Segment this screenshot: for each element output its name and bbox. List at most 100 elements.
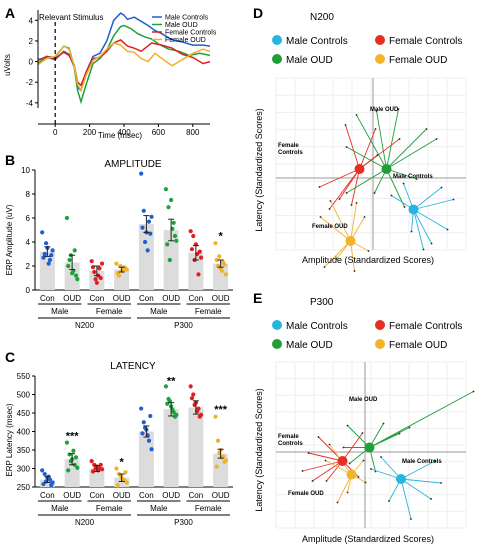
label-male-oud: Male OUD: [349, 397, 378, 403]
data-point: [64, 215, 70, 221]
data-point: [189, 247, 195, 252]
data-point: [42, 251, 47, 257]
ytick-label: 10: [21, 166, 30, 175]
spoke-line: [350, 202, 357, 242]
data-point: [148, 413, 153, 419]
label-female-controls-2: Controls: [278, 150, 303, 156]
spoke-line: [386, 138, 437, 170]
scatter-legend-marker: [375, 320, 385, 330]
spoke-point: [338, 198, 341, 200]
spoke-line: [386, 128, 427, 170]
group-label-sex: Female: [96, 504, 123, 513]
spoke-point: [346, 491, 349, 494]
panel-e-legend: Male Controls Female Controls Male OUD Fema…: [272, 320, 462, 351]
group-label-sex: Male: [150, 307, 168, 316]
panel-c-title: LATENCY: [110, 361, 156, 372]
spoke-point: [375, 110, 378, 112]
group-label-condition: OUD: [113, 294, 131, 303]
significance-marker: ***: [214, 404, 228, 416]
panel-label-b: B: [5, 152, 15, 168]
label-male-oud: Male OUD: [370, 107, 399, 113]
ytick-label: 350: [17, 446, 31, 455]
spoke-point: [373, 192, 376, 194]
panel-a-erp-waveforms: uVolts Time (msec) Relevant Stimulus 420…: [3, 10, 217, 140]
data-point: [146, 438, 152, 443]
data-point: [43, 241, 49, 246]
data-point: [73, 273, 79, 278]
panel-b-plot: 0 2 4 6 8 10 Con OUD Con OUD Con OUD Con OUD Male Femal…: [21, 166, 233, 330]
data-point: [66, 468, 71, 473]
spoke-point: [363, 216, 366, 218]
spoke-point: [397, 108, 400, 110]
data-point: [114, 466, 119, 471]
data-point: [142, 239, 148, 245]
group-label-component: N200: [75, 518, 95, 527]
panel-a-series-line: [37, 42, 211, 93]
label-female-controls-1: Female: [278, 434, 299, 440]
spoke-point: [311, 480, 314, 482]
group-label-condition: Con: [90, 294, 105, 303]
spoke-line: [329, 168, 360, 210]
spoke-point: [403, 206, 406, 208]
data-point: [114, 261, 119, 266]
bar: [188, 407, 204, 487]
panel-a-xtick-label: 200: [83, 128, 97, 137]
spoke-line: [356, 114, 387, 170]
panel-a-ylabel: uVolts: [3, 54, 12, 76]
group-label-condition: Con: [40, 294, 55, 303]
label-female-oud: Female OUD: [312, 224, 348, 230]
spoke-point: [357, 476, 360, 478]
spoke-point: [361, 432, 364, 434]
panel-a-xlabel: Time (msec): [98, 131, 142, 140]
data-point: [191, 233, 196, 239]
spoke-line: [400, 478, 412, 520]
data-point: [213, 241, 218, 246]
group-label-condition: OUD: [113, 491, 131, 500]
significance-marker: ***: [66, 431, 80, 443]
data-point: [219, 268, 225, 273]
panel-label-e: E: [253, 290, 262, 306]
spoke-point: [350, 204, 353, 206]
data-point: [98, 275, 103, 281]
scatter-legend-marker: [375, 35, 385, 45]
data-point: [92, 269, 97, 275]
data-point: [222, 262, 227, 267]
data-point: [93, 277, 98, 282]
centroid-marker: [354, 164, 365, 174]
spoke-point: [328, 443, 331, 446]
panel-a-series-line: [37, 24, 211, 105]
scatter-legend-label: Female Controls: [389, 36, 462, 47]
data-point: [169, 197, 174, 203]
scatter-legend-marker: [272, 35, 282, 45]
data-point: [141, 420, 146, 425]
data-point: [71, 448, 76, 453]
data-point: [197, 249, 202, 254]
spoke-line: [386, 168, 405, 208]
data-point: [166, 205, 171, 210]
spoke-point: [319, 216, 322, 218]
spoke-line: [312, 460, 343, 482]
spoke-point: [410, 518, 412, 520]
panel-d-ylabel: Latency (Standardized Scores): [254, 108, 264, 232]
data-point: [73, 455, 79, 460]
data-point: [172, 414, 178, 419]
spoke-point: [422, 248, 425, 251]
data-point: [47, 257, 53, 263]
significance-marker: **: [167, 376, 176, 388]
data-point: [213, 414, 218, 419]
data-point: [163, 384, 169, 389]
data-point: [72, 248, 77, 253]
spoke-point: [425, 128, 428, 130]
spoke-line: [308, 452, 343, 462]
spoke-line: [370, 468, 402, 480]
group-label-sex: Female: [195, 504, 222, 513]
data-point: [75, 465, 80, 470]
spoke-point: [398, 138, 401, 140]
data-point: [191, 392, 196, 397]
data-point: [89, 459, 94, 464]
data-point: [42, 471, 47, 477]
data-point: [40, 230, 45, 235]
